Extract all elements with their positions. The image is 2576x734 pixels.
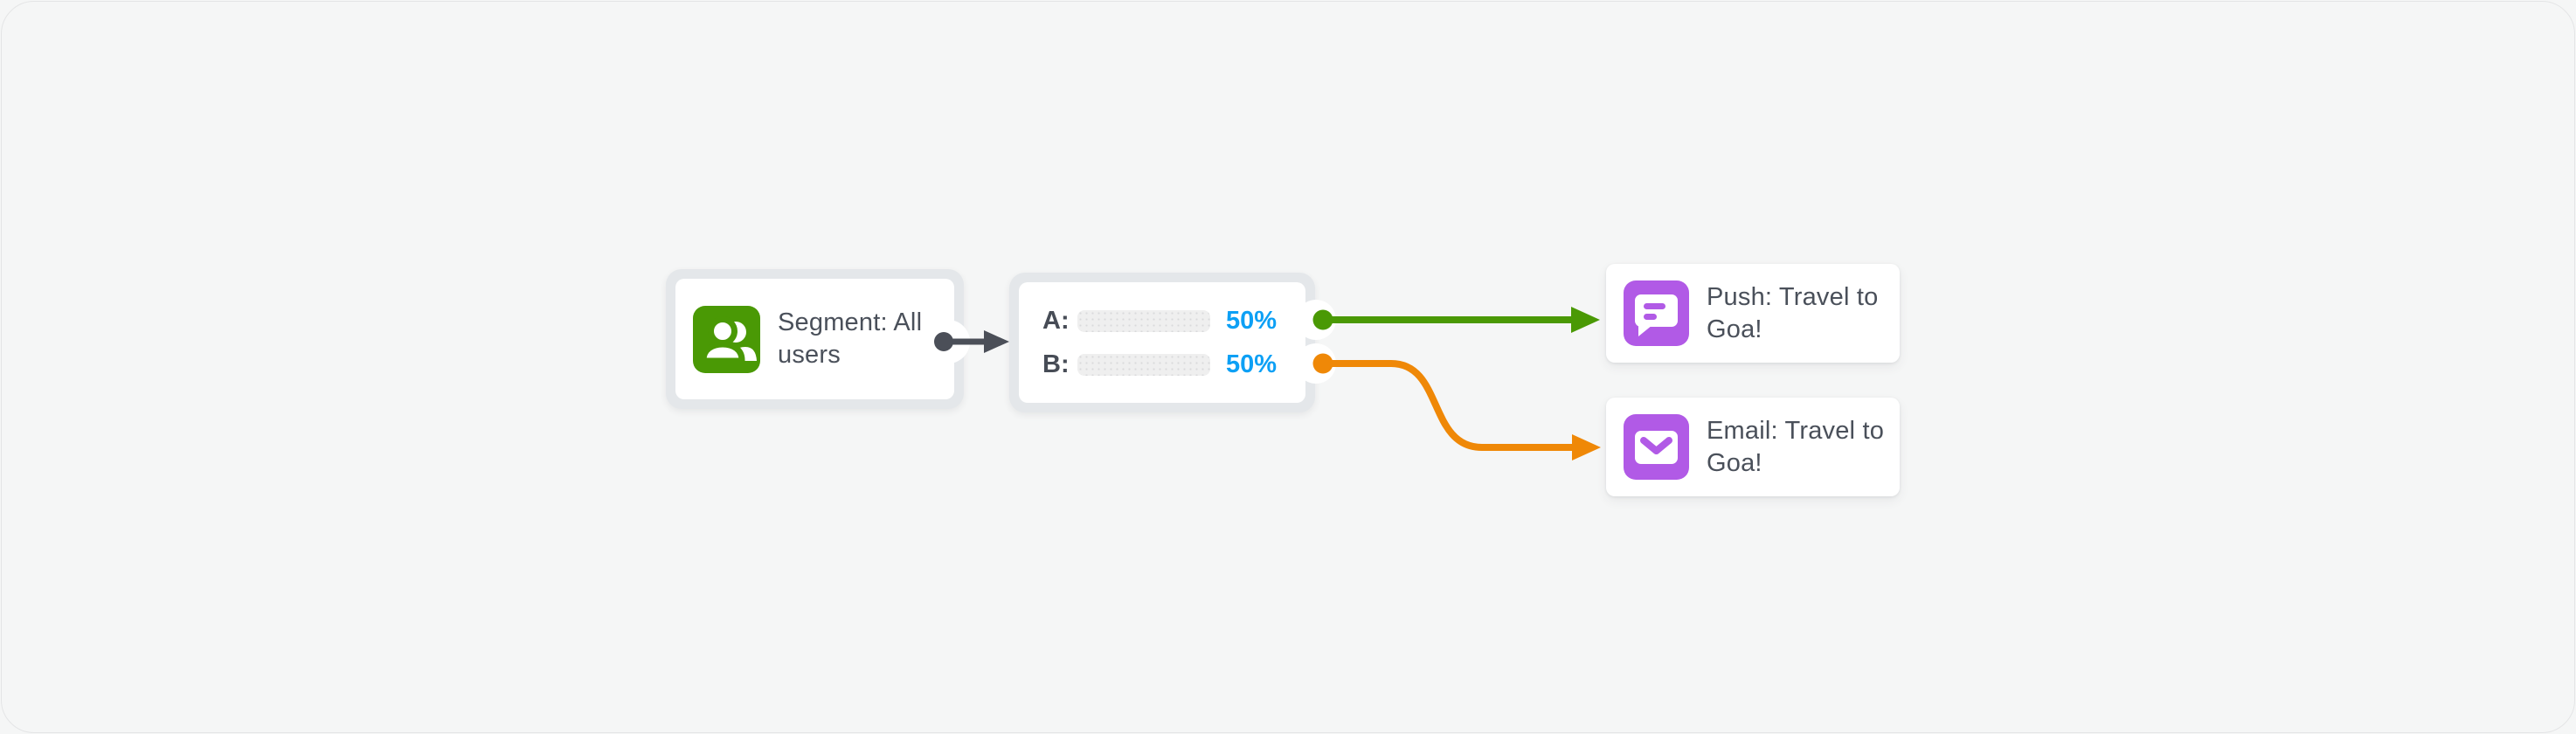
- variant-a-row: A: 50%: [1042, 299, 1305, 343]
- email-node[interactable]: Email: Travel to Goa!: [1606, 398, 1900, 496]
- branch-a-connector: [1312, 307, 1600, 333]
- push-message-icon: [1624, 280, 1689, 346]
- branch-a-port[interactable]: [1312, 309, 1333, 330]
- variant-a-percent: 50%: [1226, 306, 1278, 335]
- push-node[interactable]: Push: Travel to Goa!: [1606, 264, 1900, 363]
- ab-split-node[interactable]: A: 50% B: 50%: [1009, 273, 1315, 412]
- users-icon: [693, 305, 760, 373]
- variant-b-percent: 50%: [1226, 350, 1278, 378]
- branch-b-port[interactable]: [1312, 353, 1333, 374]
- variant-a-label: A:: [1042, 306, 1070, 335]
- variant-a-progress-track: [1077, 309, 1210, 332]
- segment-label: Segment: All users: [778, 308, 923, 369]
- email-label: Email: Travel to Goa!: [1707, 416, 1885, 477]
- segment-node-card[interactable]: Segment: All users: [675, 279, 954, 399]
- ab-split-node-card[interactable]: A: 50% B: 50%: [1019, 282, 1305, 403]
- branch-a-arrowhead-icon: [1571, 307, 1600, 333]
- branch-b-connector: [1312, 353, 1601, 460]
- segment-node[interactable]: Segment: All users: [666, 269, 964, 409]
- variant-b-label: B:: [1042, 350, 1070, 378]
- variant-b-progress-track: [1077, 353, 1210, 376]
- branch-b-arrowhead-icon: [1572, 434, 1601, 460]
- push-label: Push: Travel to Goa!: [1707, 282, 1879, 343]
- segment-arrowhead-icon: [984, 330, 1009, 353]
- email-icon: [1624, 414, 1689, 480]
- variant-b-row: B: 50%: [1042, 343, 1305, 386]
